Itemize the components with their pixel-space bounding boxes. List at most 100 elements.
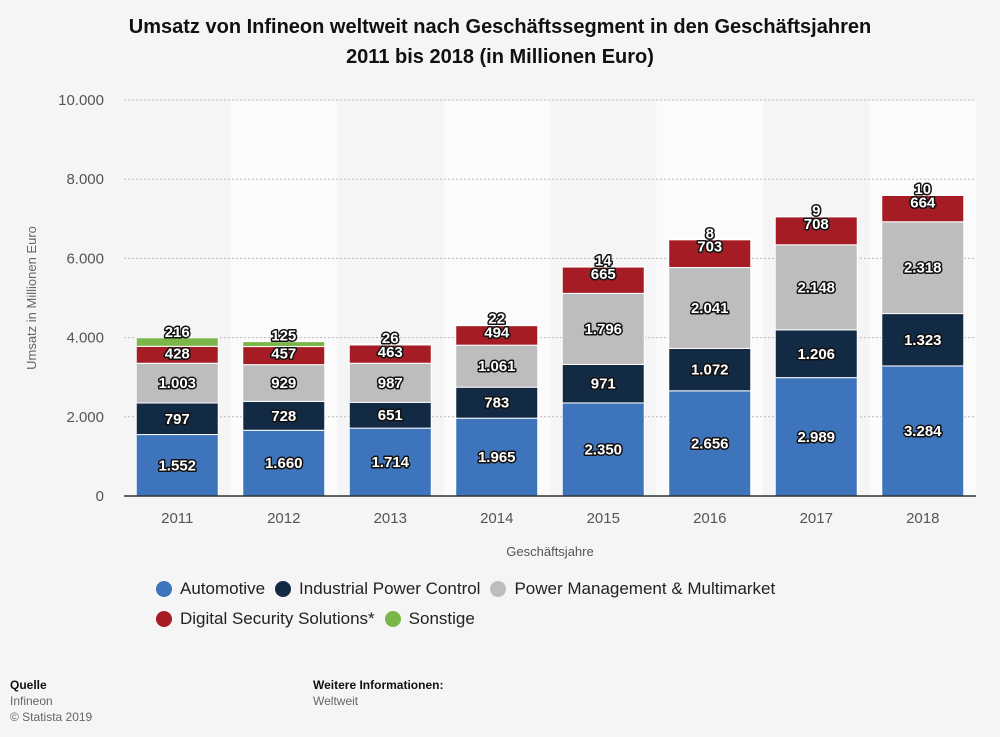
data-label: 2.350 — [584, 441, 622, 458]
data-label: 1.003 — [158, 375, 196, 392]
bar-segment — [455, 324, 539, 327]
data-label: 2.656 — [691, 435, 729, 452]
bar-segment — [774, 216, 858, 246]
bar-segment — [774, 244, 858, 331]
legend-label-industrial-power-control: Industrial Power Control — [299, 579, 481, 598]
legend-row-1: Automotive Industrial Power Control Powe… — [156, 574, 896, 604]
info-value: Weltweit — [313, 694, 359, 708]
data-label: 26 — [382, 330, 399, 347]
legend-item-automotive[interactable]: Automotive — [156, 579, 265, 599]
legend-marker-digital-security — [156, 611, 172, 627]
bar-segment — [135, 362, 219, 404]
bar-segment — [561, 266, 645, 294]
data-label: 651 — [378, 407, 403, 424]
bar-segment — [348, 401, 432, 429]
bar-segment — [242, 429, 326, 497]
legend-marker-sonstige — [384, 611, 401, 627]
bar-segment — [242, 400, 326, 431]
y-tick-label: 6.000 — [66, 250, 104, 267]
info-heading: Weitere Informationen: — [313, 678, 444, 692]
data-label: 10 — [914, 181, 931, 198]
y-axis-title: Umsatz in Millionen Euro — [24, 226, 39, 370]
legend-item-sonstige[interactable]: Sonstige — [384, 609, 475, 629]
data-label: 728 — [271, 408, 296, 425]
legend-label-digital-security: Digital Security Solutions* — [180, 609, 375, 628]
data-label: 1.796 — [584, 321, 622, 338]
x-tick-label: 2014 — [480, 510, 513, 527]
data-label: 457 — [271, 346, 296, 363]
data-label: 929 — [271, 375, 296, 392]
data-label: 1.552 — [158, 457, 196, 474]
y-tick-label: 10.000 — [58, 92, 104, 109]
data-label: 216 — [165, 324, 190, 341]
legend-item-industrial-power-control[interactable]: Industrial Power Control — [275, 579, 480, 599]
bar-segment — [881, 313, 965, 367]
data-label: 2.148 — [797, 279, 835, 296]
legend-marker-power-management — [490, 581, 507, 597]
data-label: 797 — [165, 411, 190, 428]
data-label: 1.072 — [691, 362, 729, 379]
data-label: 1.660 — [265, 455, 303, 472]
source-heading: Quelle — [10, 678, 47, 692]
bar-segment — [774, 377, 858, 497]
x-tick-label: 2015 — [587, 510, 620, 527]
chart-title-line2: 2011 bis 2018 (in Millionen Euro) — [346, 46, 654, 68]
data-label: 2.041 — [691, 300, 729, 317]
source-value: Infineon — [10, 694, 53, 708]
data-label: 703 — [697, 239, 722, 256]
data-label: 783 — [484, 395, 509, 412]
data-label: 708 — [804, 216, 829, 233]
footer-info: Weitere Informationen: Weltweit — [313, 677, 443, 709]
data-label: 14 — [595, 252, 612, 269]
bar-segment — [135, 402, 219, 436]
bar-segment — [668, 239, 752, 269]
data-label: 1.323 — [904, 332, 942, 349]
bar-segment — [774, 329, 858, 379]
data-label: 494 — [484, 325, 510, 342]
data-label: 971 — [591, 376, 616, 393]
data-label: 125 — [271, 328, 296, 345]
bar-segment — [348, 343, 432, 346]
data-label: 9 — [812, 202, 820, 219]
legend: Automotive Industrial Power Control Powe… — [156, 574, 896, 634]
legend-marker-automotive — [156, 581, 172, 597]
bar-segment — [881, 365, 965, 497]
x-tick-label: 2013 — [374, 510, 407, 527]
data-label: 665 — [591, 266, 616, 283]
legend-label-automotive: Automotive — [180, 579, 266, 598]
bar-segment — [455, 386, 539, 419]
chart-title-line1: Umsatz von Infineon weltweit nach Geschä… — [128, 16, 872, 38]
bar-segment — [561, 363, 645, 404]
x-tick-label: 2017 — [800, 510, 833, 527]
bar-segment — [455, 417, 539, 497]
data-label: 1.714 — [371, 454, 409, 471]
y-tick-label: 2.000 — [66, 409, 104, 426]
y-tick-label: 8.000 — [66, 171, 104, 188]
x-tick-label: 2011 — [161, 510, 193, 527]
bar-segment — [668, 390, 752, 497]
data-label: 463 — [378, 344, 403, 361]
data-label: 1.965 — [478, 449, 516, 466]
bar-segment — [881, 221, 965, 315]
bar-segment — [242, 341, 326, 348]
bar-segment — [668, 347, 752, 392]
data-label: 664 — [910, 194, 936, 211]
legend-label-sonstige: Sonstige — [408, 609, 475, 628]
legend-item-power-management[interactable]: Power Management & Multimarket — [490, 579, 775, 599]
y-tick-label: 4.000 — [66, 330, 104, 347]
data-label: 2.989 — [797, 429, 835, 446]
footer-source: Quelle Infineon © Statista 2019 — [10, 677, 92, 725]
bar-segment — [881, 194, 965, 223]
copyright-link[interactable]: © Statista 2019 — [10, 710, 93, 724]
x-axis-title: Geschäftsjahre — [506, 544, 593, 559]
data-label: 428 — [165, 345, 190, 362]
data-label: 1.206 — [797, 346, 835, 363]
legend-label-power-management: Power Management & Multimarket — [514, 579, 776, 598]
bar-segment — [135, 337, 219, 347]
chart-title: Umsatz von Infineon weltweit nach Geschä… — [0, 12, 1000, 72]
x-tick-label: 2012 — [267, 510, 300, 527]
bar-segment — [455, 344, 539, 388]
y-tick-label: 0 — [96, 488, 104, 505]
legend-row-2: Digital Security Solutions* Sonstige — [156, 604, 896, 634]
legend-item-digital-security[interactable]: Digital Security Solutions* — [156, 609, 375, 629]
